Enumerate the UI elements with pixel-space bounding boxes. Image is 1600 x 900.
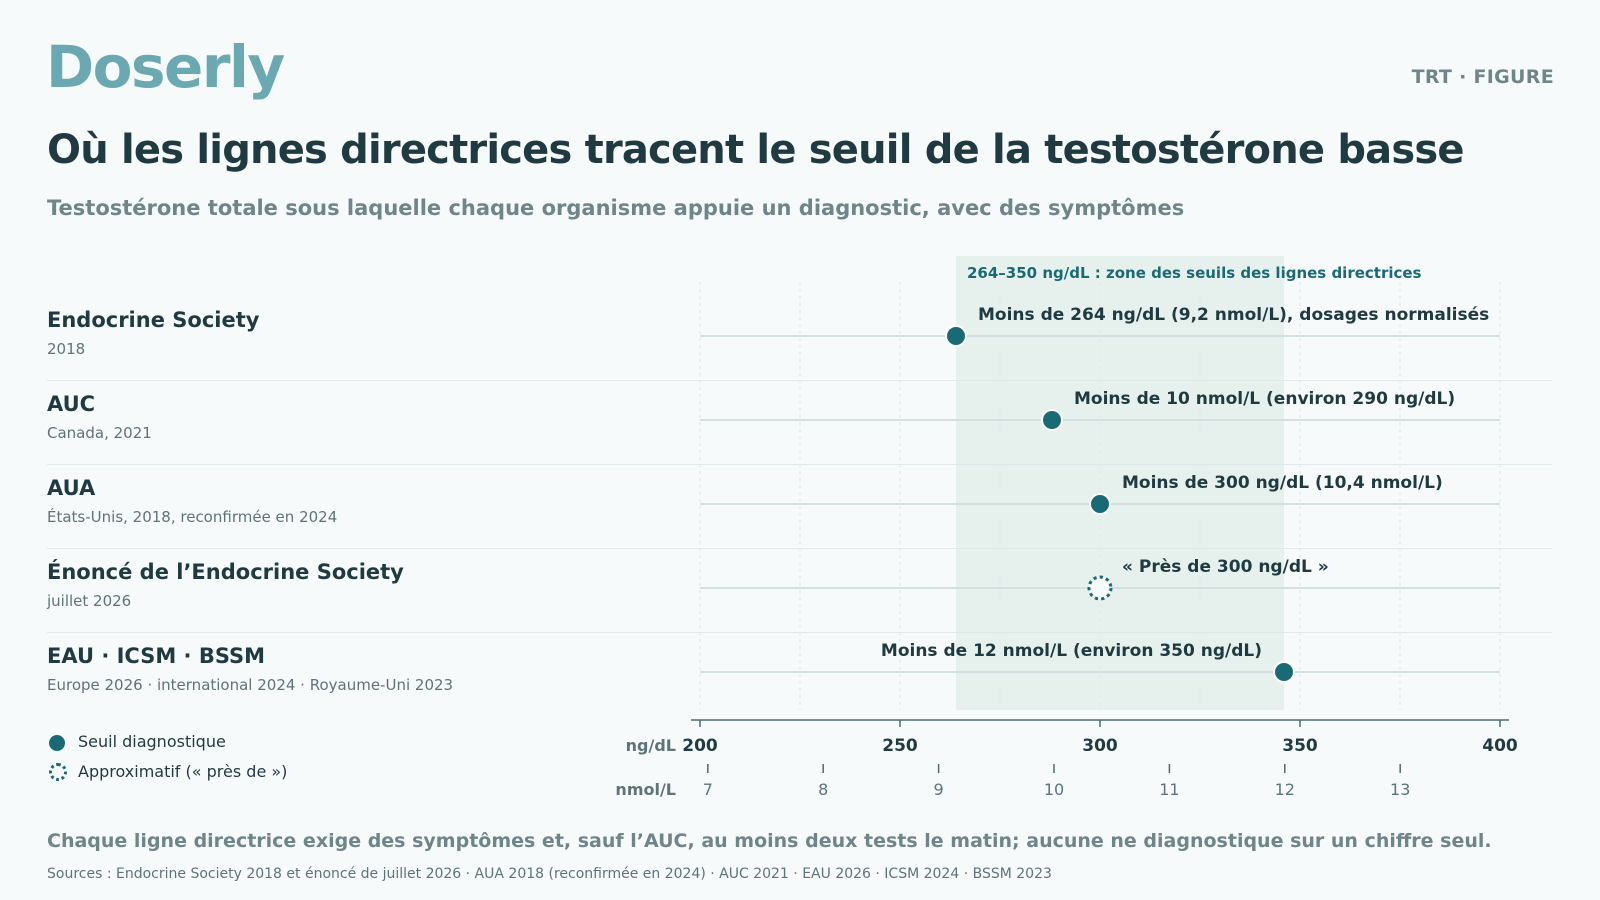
data-label: Moins de 12 nmol/L (environ 350 ng/dL)	[881, 641, 1262, 661]
data-label: « Près de 300 ng/dL »	[1122, 557, 1329, 577]
threshold-point-approx	[1087, 575, 1113, 601]
x2-tick-label: 9	[934, 780, 944, 799]
row-organization: AUC	[47, 392, 96, 416]
x-tick-label: 200	[682, 736, 718, 756]
row-separator	[47, 464, 1552, 465]
chart-row: EAU · ICSM · BSSM Europe 2026 · internati…	[47, 632, 1552, 716]
chart-row: AUA États-Unis, 2018, reconfirmée en 2024	[47, 464, 1552, 548]
guideline-band	[956, 256, 1284, 710]
legend-label-threshold: Seuil diagnostique	[78, 732, 226, 751]
brand-logo: Doserly	[46, 33, 285, 101]
band-label: 264–350 ng/dL : zone des seuils des lign…	[967, 264, 1422, 282]
x2-tick-label: 13	[1390, 780, 1410, 799]
row-organization: Énoncé de l’Endocrine Society	[47, 560, 404, 584]
x-tick-label: 300	[1082, 736, 1118, 756]
sources: Sources : Endocrine Society 2018 et énon…	[47, 866, 1052, 882]
row-separator	[47, 380, 1552, 381]
threshold-point	[1275, 663, 1293, 681]
figure-tag: TRT · FIGURE	[1411, 66, 1554, 88]
x-tick-label: 250	[882, 736, 918, 756]
threshold-point	[947, 327, 965, 345]
threshold-point	[1091, 495, 1109, 513]
footer-note: Chaque ligne directrice exige des symptô…	[47, 830, 1492, 852]
row-organization: EAU · ICSM · BSSM	[47, 644, 266, 668]
row-organization: Endocrine Society	[47, 308, 260, 332]
x2-tick-label: 7	[703, 780, 713, 799]
x-axis-unit-primary: ng/dL	[626, 736, 676, 755]
legend-label-approx: Approximatif (« près de »)	[78, 762, 288, 781]
row-detail: États-Unis, 2018, reconfirmée en 2024	[47, 508, 338, 526]
x2-tick-label: 12	[1275, 780, 1295, 799]
row-organization: AUA	[47, 476, 96, 500]
dotted-circle-icon	[49, 763, 67, 781]
x-axis-unit-secondary: nmol/L	[615, 780, 676, 799]
chart-row: AUC Canada, 2021	[47, 380, 1552, 464]
chart-row: Endocrine Society 2018	[47, 296, 1552, 380]
x2-tick-label: 11	[1159, 780, 1179, 799]
data-label: Moins de 300 ng/dL (10,4 nmol/L)	[1122, 473, 1443, 493]
x-tick-label: 400	[1482, 736, 1518, 756]
threshold-point	[1043, 411, 1061, 429]
row-detail: Europe 2026 · international 2024 · Royau…	[47, 676, 454, 694]
x-tick-label: 350	[1282, 736, 1318, 756]
chart-subtitle: Testostérone totale sous laquelle chaque…	[47, 196, 1185, 220]
solid-dot-icon	[49, 735, 65, 751]
chart-title: Où les lignes directrices tracent le seu…	[47, 127, 1465, 173]
x2-tick-label: 8	[818, 780, 828, 799]
row-detail: 2018	[47, 340, 86, 358]
row-detail: juillet 2026	[47, 592, 132, 610]
row-detail: Canada, 2021	[47, 424, 152, 442]
row-separator	[47, 548, 1552, 549]
x2-tick-label: 10	[1044, 780, 1064, 799]
data-label: Moins de 264 ng/dL (9,2 nmol/L), dosages…	[978, 305, 1489, 325]
data-label: Moins de 10 nmol/L (environ 290 ng/dL)	[1074, 389, 1455, 409]
chart-row: Énoncé de l’Endocrine Society juillet 202…	[47, 548, 1552, 632]
row-separator	[47, 632, 1552, 633]
